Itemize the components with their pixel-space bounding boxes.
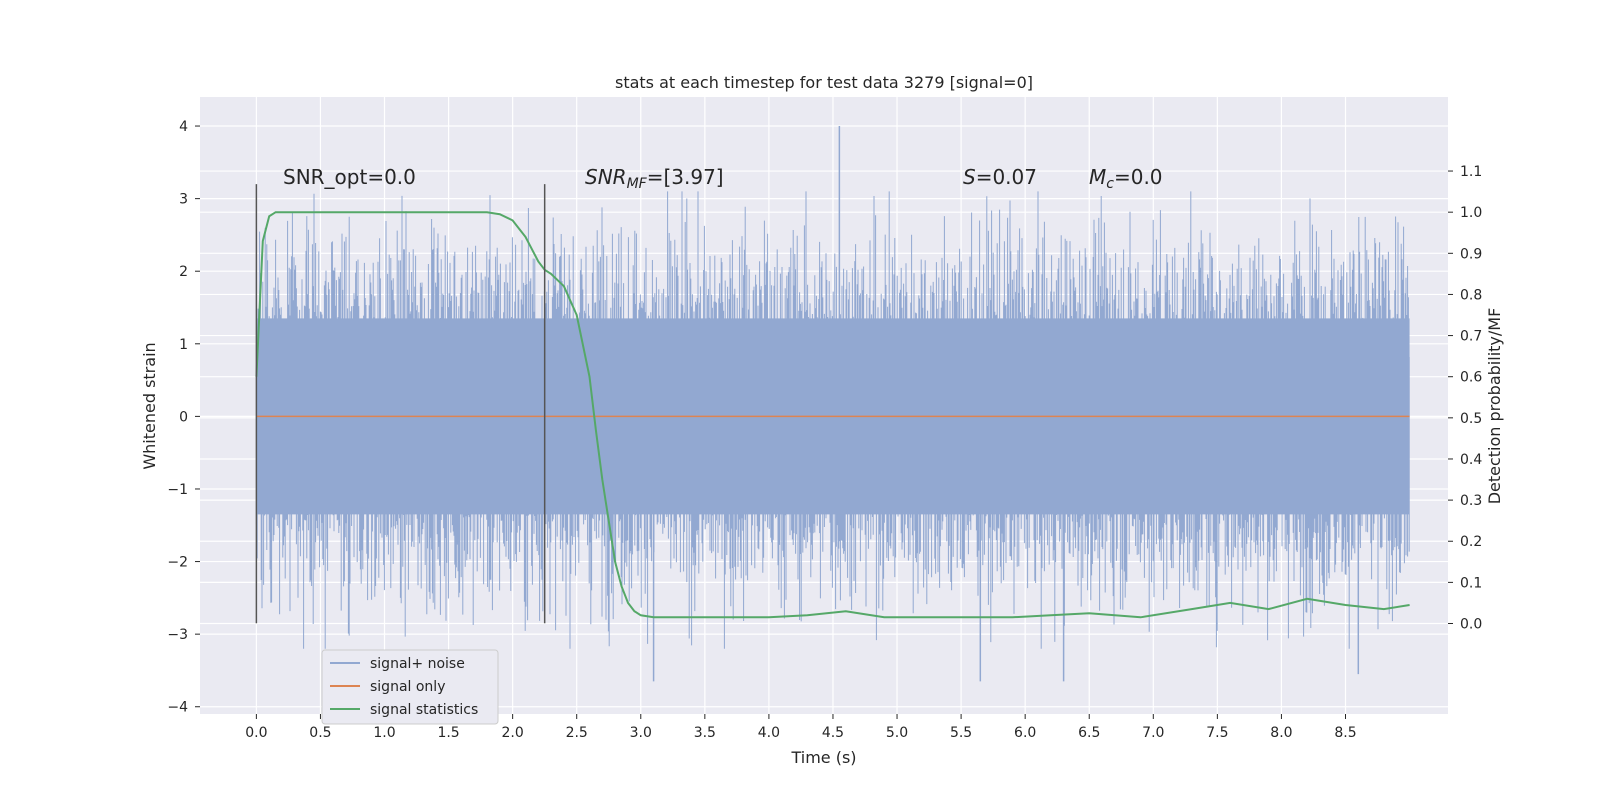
y-tick-label: −2 [167,555,188,571]
x-tick-label: 6.5 [1078,725,1100,741]
y-axis-label: Whitened strain [140,342,159,469]
y2-tick-label: 0.0 [1460,617,1482,633]
annotation-s: S=0.07 [963,165,1037,189]
y-tick-label: −4 [167,700,188,716]
y-tick-label: 3 [179,192,188,208]
legend: signal+ noise signal only signal statist… [321,649,499,725]
x-tick-label: 0.0 [245,725,267,741]
x-tick-label: 7.0 [1142,725,1164,741]
annotation-mc: Mc=0.0 [1089,165,1163,192]
x-tick-label: 5.0 [886,725,908,741]
x-tick-label: 8.5 [1334,725,1356,741]
x-tick-label: 5.5 [950,725,972,741]
x-tick-label: 8.0 [1270,725,1292,741]
y2-tick-label: 0.5 [1460,411,1482,427]
y2-tick-label: 0.9 [1460,246,1482,262]
y2-tick-label: 0.7 [1460,329,1482,345]
y-tick-label: −1 [167,482,188,498]
y2-tick-label: 0.4 [1460,452,1482,468]
annotation-snr-opt: SNR_opt=0.0 [283,165,416,189]
y2-tick-label: 1.0 [1460,205,1482,221]
y2-tick-label: 0.1 [1460,575,1482,591]
y-tick-label: 0 [179,409,188,425]
x-tick-label: 3.5 [694,725,716,741]
y-tick-label: −3 [167,627,188,643]
y2-tick-label: 0.8 [1460,287,1482,303]
y-tick-label: 4 [179,119,188,135]
legend-box [321,649,499,725]
y2-tick-label: 0.3 [1460,493,1482,509]
chart-title: stats at each timestep for test data 327… [615,73,1033,92]
legend-label-statistics: signal statistics [370,702,478,718]
y2-axis-label: Detection probability/MF [1485,308,1504,505]
y-tick-label: 1 [179,337,188,353]
x-tick-label: 1.0 [373,725,395,741]
vertical-markers [255,184,546,624]
x-tick-label: 1.5 [437,725,459,741]
y2-tick-label: 0.6 [1460,370,1482,386]
y2-tick-label: 0.2 [1460,534,1482,550]
x-tick-label: 7.5 [1206,725,1228,741]
x-tick-label: 2.0 [502,725,524,741]
x-tick-label: 6.0 [1014,725,1036,741]
legend-label-noise: signal+ noise [370,656,465,672]
legend-label-signal: signal only [370,679,445,695]
annotation-snr-mf: SNRMF=[3.97] [585,165,724,192]
tick-labels: 0.0 0.5 1.0 1.5 2.0 2.5 3.0 3.5 4.0 4.5 5.0 5.5 6.0 6… [167,119,1482,741]
x-tick-label: 3.0 [630,725,652,741]
x-tick-label: 0.5 [309,725,331,741]
signal-statistics-line [255,211,1410,619]
x-tick-label: 4.5 [822,725,844,741]
x-tick-label: 4.0 [758,725,780,741]
x-tick-label: 2.5 [566,725,588,741]
line-series [255,211,1410,619]
y2-tick-label: 1.1 [1460,164,1482,180]
x-axis-label: Time (s) [790,748,856,767]
y-tick-label: 2 [179,264,188,280]
